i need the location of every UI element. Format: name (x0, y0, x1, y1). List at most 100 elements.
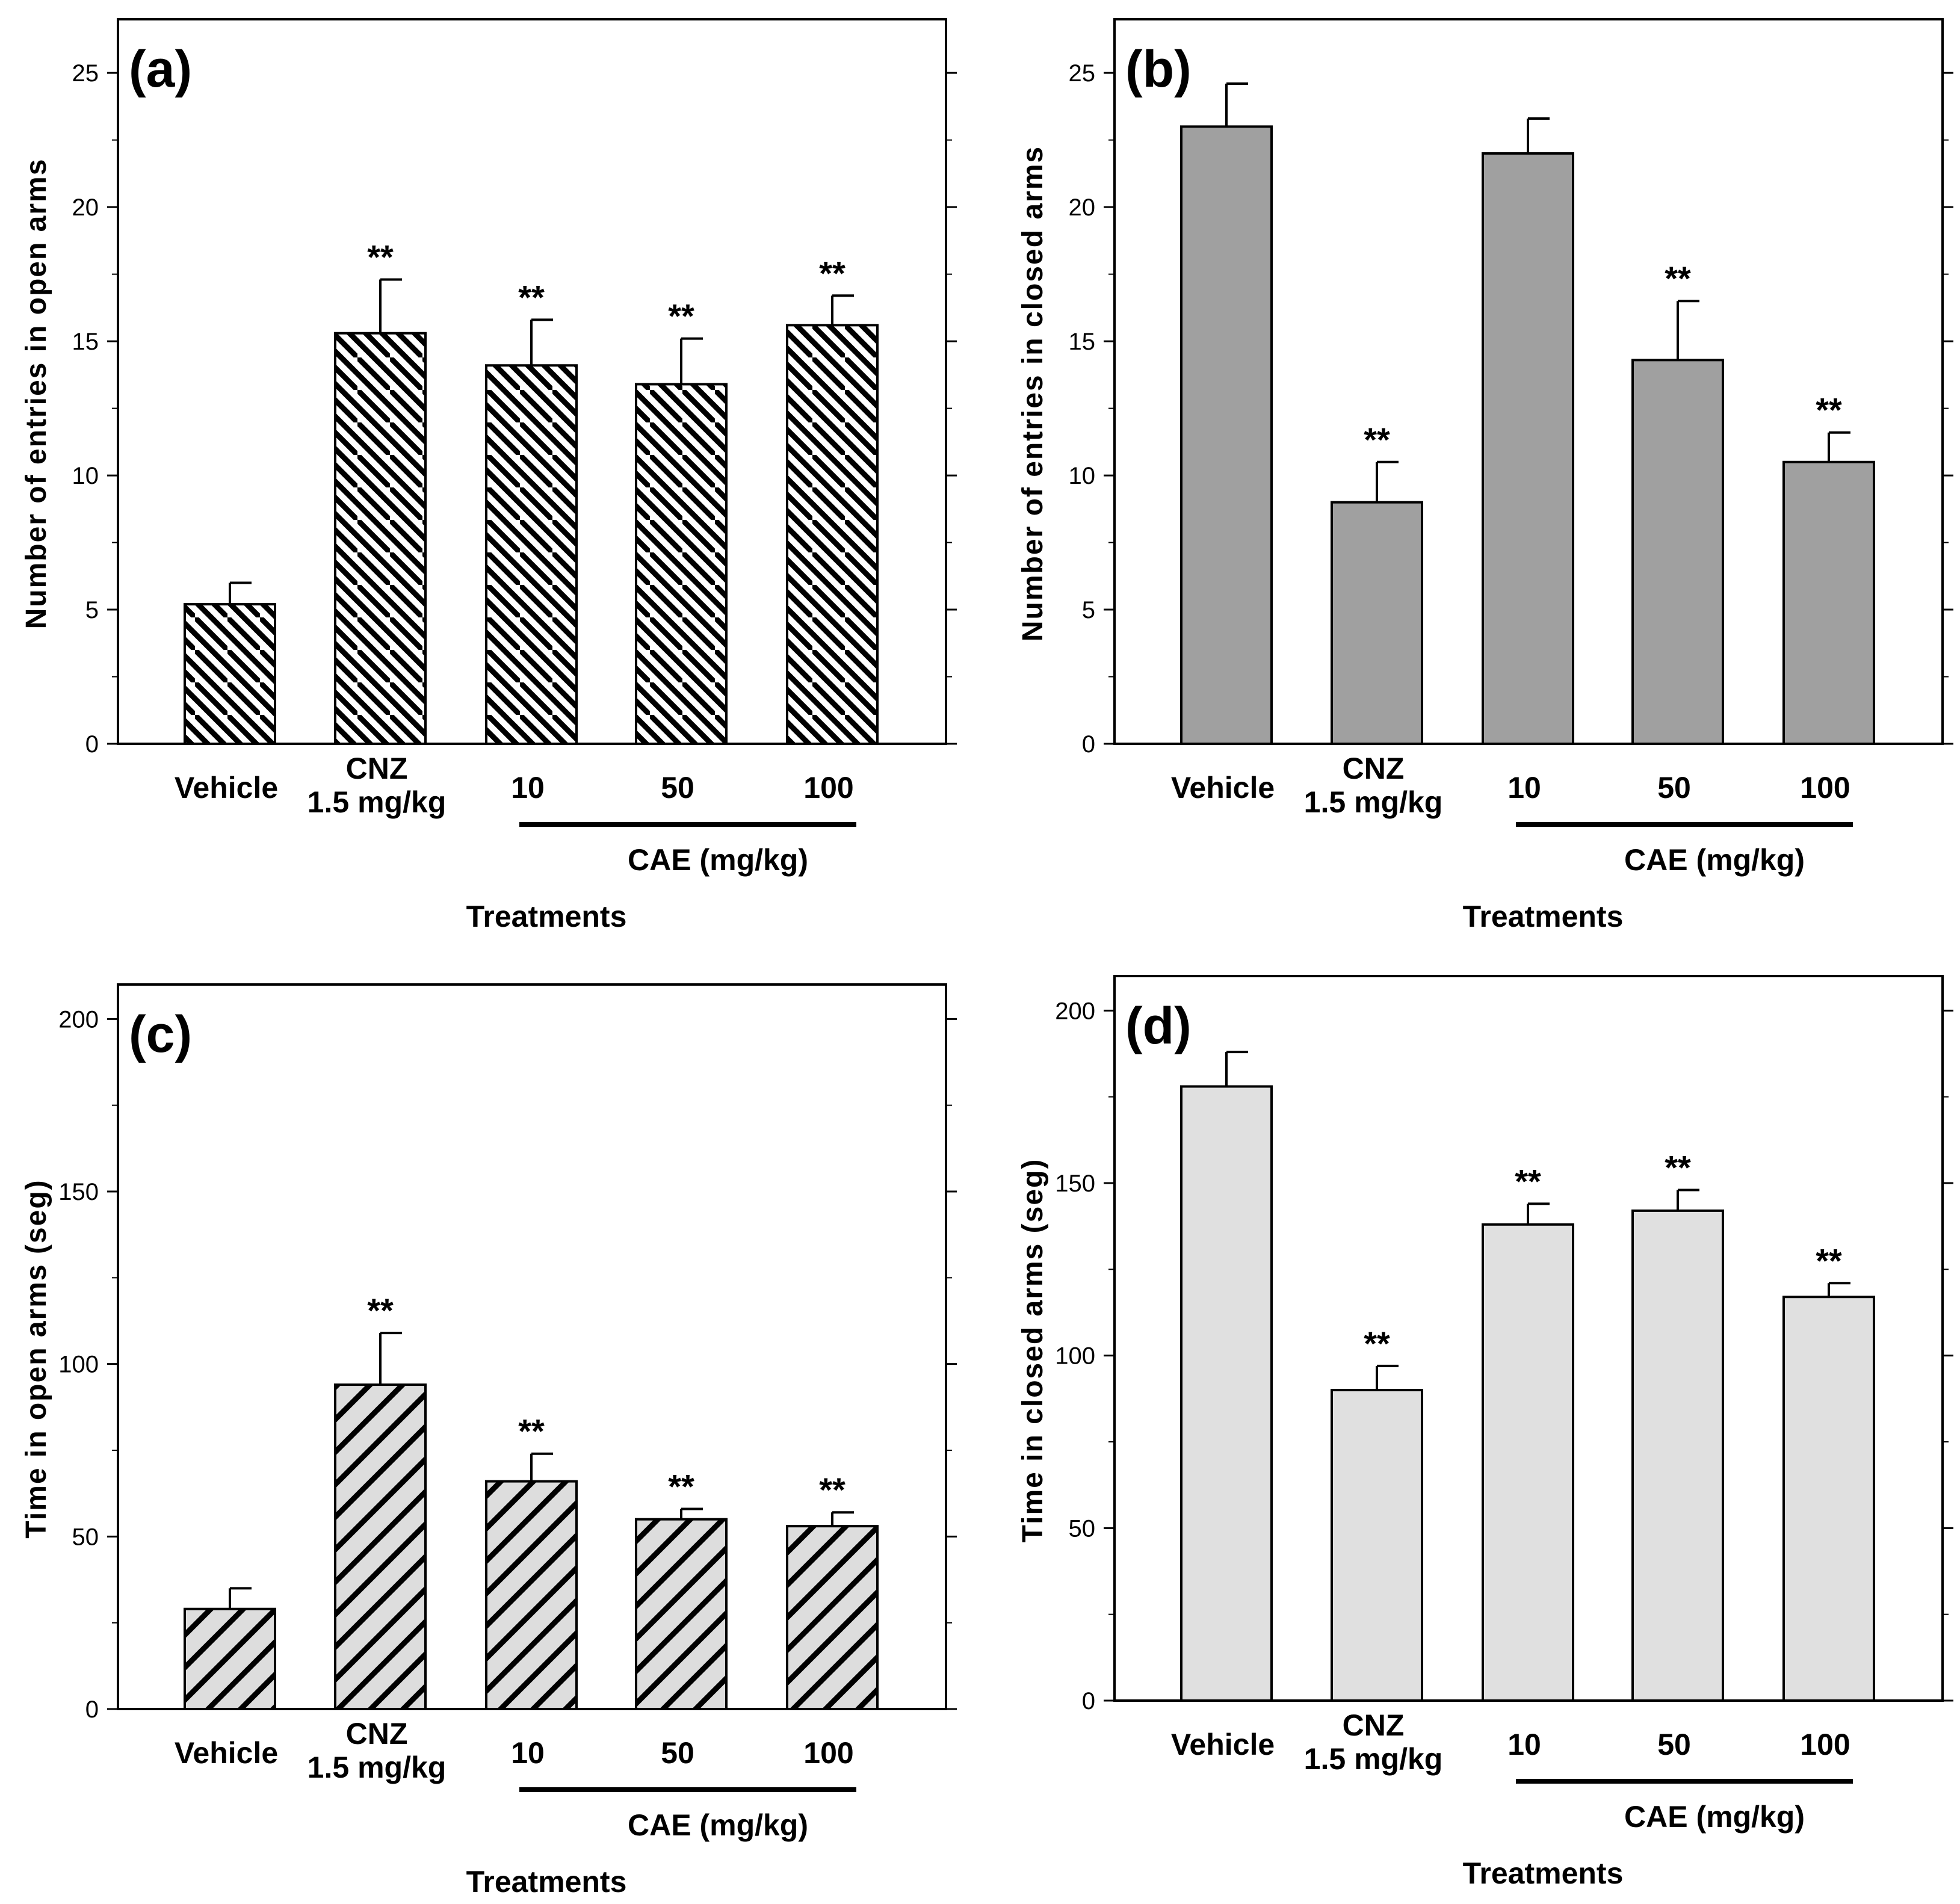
y-tick-label: 150 (1055, 1170, 1095, 1197)
bar (786, 324, 879, 745)
category-label: 1.5 mg/kg (1304, 1742, 1443, 1776)
y-axis-title: Number of entries in open arms (20, 158, 52, 629)
category-label: 50 (1657, 771, 1691, 805)
category-label: 1.5 mg/kg (308, 1751, 447, 1784)
y-tick-label: 200 (1055, 998, 1095, 1024)
y-tick-label: 5 (1082, 597, 1095, 623)
bar (485, 1480, 578, 1711)
significance-label: ** (518, 278, 545, 316)
category-label: 100 (1800, 771, 1850, 805)
y-tick-label: 15 (72, 329, 99, 355)
significance-label: ** (1364, 1324, 1390, 1362)
group-label: CAE (mg/kg) (628, 843, 808, 877)
bar (1782, 1296, 1875, 1702)
bar (184, 603, 276, 746)
bar (1331, 1389, 1423, 1702)
significance-label: ** (668, 1467, 694, 1505)
bar (334, 1383, 427, 1710)
y-tick-label: 50 (72, 1524, 99, 1550)
bar (1631, 359, 1724, 745)
category-label: 50 (661, 771, 694, 805)
category-label: 10 (1507, 1728, 1541, 1761)
panel-letter: (b) (1125, 40, 1192, 98)
y-tick-label: 25 (1069, 60, 1096, 87)
significance-label: ** (668, 297, 694, 335)
significance-label: ** (1665, 1148, 1691, 1186)
group-label: CAE (mg/kg) (1624, 1800, 1805, 1834)
y-tick-label: 50 (1069, 1515, 1096, 1542)
y-tick-label: 150 (58, 1179, 99, 1205)
significance-label: ** (819, 1471, 846, 1509)
y-tick-label: 5 (85, 597, 99, 623)
category-label: CNZ (346, 1717, 408, 1751)
bar (1180, 1085, 1273, 1702)
bar (1631, 1209, 1724, 1702)
significance-label: ** (1816, 391, 1842, 429)
significance-label: ** (518, 1412, 545, 1450)
significance-label: ** (1515, 1162, 1541, 1200)
panel-letter: (a) (129, 40, 192, 98)
category-label: Vehicle (175, 1736, 278, 1770)
category-label: Vehicle (1171, 1728, 1275, 1761)
group-label: CAE (mg/kg) (628, 1808, 808, 1842)
y-tick-label: 0 (85, 731, 99, 758)
category-label: 50 (1657, 1728, 1691, 1761)
category-label: Vehicle (1171, 771, 1275, 805)
bar (184, 1607, 276, 1711)
bar (1180, 125, 1273, 746)
category-label: 10 (511, 771, 545, 805)
y-tick-label: 200 (58, 1006, 99, 1033)
bar (635, 383, 728, 745)
x-axis-title: Treatments (466, 900, 627, 933)
bar (786, 1525, 879, 1710)
bar (1331, 501, 1423, 746)
category-label: 100 (1800, 1728, 1850, 1761)
significance-label: ** (819, 254, 846, 292)
category-label: 1.5 mg/kg (1304, 785, 1443, 819)
category-label: 50 (661, 1736, 694, 1770)
bar (1482, 152, 1574, 746)
y-axis-title: Time in open arms (seg) (20, 1179, 52, 1538)
panel-letter: (c) (129, 1006, 192, 1063)
category-label: CNZ (1343, 1708, 1405, 1742)
y-tick-label: 25 (72, 60, 99, 87)
y-tick-label: 10 (1069, 463, 1096, 489)
x-axis-title: Treatments (1463, 900, 1624, 933)
y-tick-label: 100 (58, 1352, 99, 1378)
significance-label: ** (1816, 1241, 1842, 1279)
y-tick-label: 20 (1069, 194, 1096, 221)
panel-letter: (d) (1125, 997, 1192, 1055)
y-tick-label: 10 (72, 463, 99, 489)
category-label: 10 (1507, 771, 1541, 805)
y-tick-label: 20 (72, 194, 99, 221)
x-axis-title: Treatments (1463, 1856, 1624, 1890)
y-tick-label: 100 (1055, 1343, 1095, 1370)
significance-label: ** (367, 238, 394, 276)
significance-label: ** (1665, 259, 1691, 297)
group-label: CAE (mg/kg) (1624, 843, 1805, 877)
category-label: CNZ (1343, 752, 1405, 785)
x-axis-title: Treatments (466, 1865, 627, 1899)
y-tick-label: 0 (1082, 731, 1095, 758)
bar (1482, 1223, 1574, 1702)
y-tick-label: 15 (1069, 329, 1096, 355)
significance-label: ** (367, 1291, 394, 1329)
bar (334, 332, 427, 745)
bar (485, 364, 578, 745)
category-label: 1.5 mg/kg (308, 785, 447, 819)
bar (635, 1518, 728, 1711)
y-tick-label: 0 (85, 1696, 99, 1723)
bar (1782, 460, 1875, 745)
y-tick-label: 0 (1082, 1688, 1095, 1714)
category-label: Vehicle (175, 771, 278, 805)
category-label: 10 (511, 1736, 545, 1770)
significance-label: ** (1364, 421, 1390, 459)
category-label: 100 (803, 771, 853, 805)
category-label: 100 (803, 1736, 853, 1770)
